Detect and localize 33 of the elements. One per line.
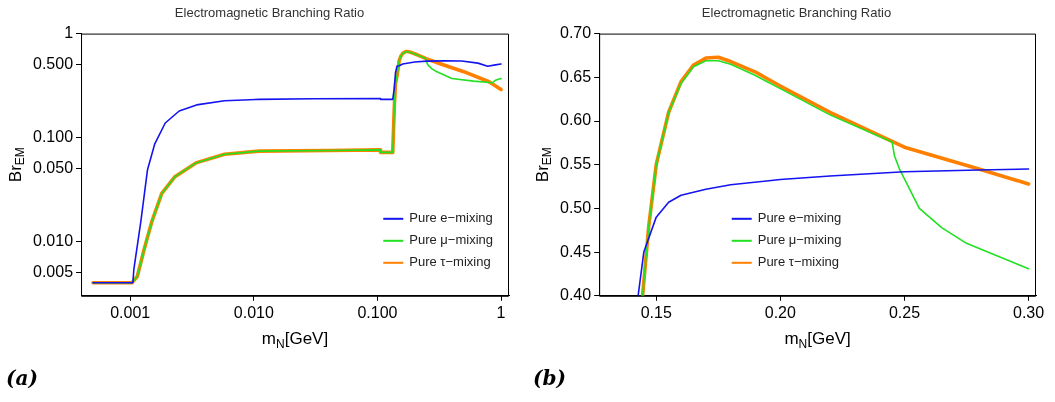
x-tick-label: 0.20 bbox=[764, 303, 797, 321]
chart-title: Electromagnetic Branching Ratio bbox=[701, 5, 892, 21]
x-tick-label: 0.30 bbox=[1012, 303, 1045, 321]
text: (a) bbox=[6, 366, 38, 390]
y-tick-label: 0.60 bbox=[560, 111, 592, 129]
x-tick-label: 0.010 bbox=[233, 303, 274, 321]
legend-label: Pure e−mixing bbox=[409, 210, 493, 226]
text: (b) bbox=[533, 366, 566, 390]
y-tick-label: 0.010 bbox=[32, 231, 74, 249]
legend-label: Pure μ−mixing bbox=[409, 232, 494, 248]
y-tick-label: 0.70 bbox=[560, 24, 592, 42]
x-tick-label: 1 bbox=[496, 303, 506, 321]
legend-label: Pure e−mixing bbox=[757, 210, 842, 226]
legend-label: Pure τ−mixing bbox=[409, 254, 491, 270]
x-tick-label: 0.100 bbox=[357, 303, 398, 321]
y-tick-label: 0.65 bbox=[560, 67, 592, 85]
legend-label: Pure τ−mixing bbox=[757, 254, 840, 270]
y-tick-label: 1 bbox=[64, 24, 74, 42]
x-tick-label: 0.25 bbox=[888, 303, 921, 321]
y-tick-label: 0.500 bbox=[32, 55, 74, 73]
y-tick-label: 0.050 bbox=[32, 159, 74, 177]
y-tick-label: 0.100 bbox=[32, 127, 74, 145]
y-tick-label: 0.55 bbox=[560, 155, 592, 173]
x-tick-label: 0.001 bbox=[110, 303, 151, 321]
y-tick-label: 0.40 bbox=[560, 286, 592, 304]
y-tick-label: 0.45 bbox=[560, 242, 592, 260]
chart-title: Electromagnetic Branching Ratio bbox=[174, 5, 365, 21]
x-tick-label: 0.15 bbox=[640, 303, 672, 321]
y-tick-label: 0.005 bbox=[32, 263, 74, 281]
y-axis-title: BrEM bbox=[5, 147, 28, 183]
y-axis-title: BrEM bbox=[532, 147, 555, 183]
legend-label: Pure μ−mixing bbox=[757, 232, 842, 248]
y-tick-label: 0.50 bbox=[560, 198, 592, 216]
